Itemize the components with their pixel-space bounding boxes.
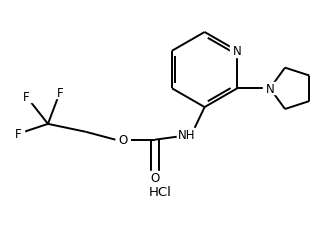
Text: O: O: [151, 171, 160, 184]
Text: F: F: [56, 86, 63, 99]
Bar: [263, 83, 277, 95]
Text: N: N: [233, 45, 241, 58]
Bar: [177, 129, 197, 141]
Text: F: F: [15, 128, 22, 141]
Text: O: O: [119, 133, 128, 146]
Text: N: N: [265, 82, 274, 95]
Bar: [117, 134, 129, 146]
Bar: [230, 46, 244, 57]
Text: HCl: HCl: [149, 185, 171, 198]
Bar: [20, 91, 32, 103]
Text: NH: NH: [178, 129, 196, 142]
Bar: [12, 128, 24, 140]
Bar: [54, 87, 66, 99]
Text: F: F: [23, 90, 29, 103]
Bar: [149, 172, 161, 183]
